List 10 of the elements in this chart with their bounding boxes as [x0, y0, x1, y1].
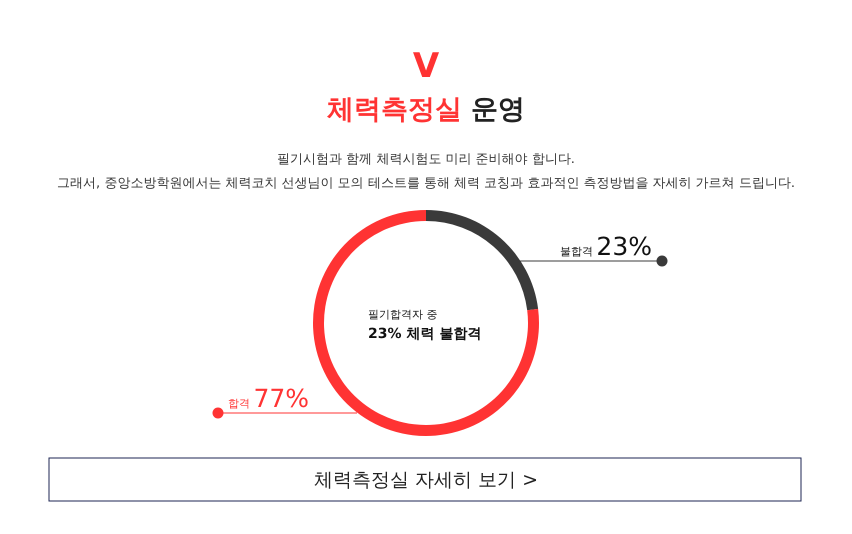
text: 필기합격자 중 [368, 308, 438, 321]
chart-subtitle: 필기시험과 함께 체력시험도 미리 준비해야 합니다. 그래서, 중앙소방학원에서는 체력코치 선생님이 모의 테스트를 통해 체력 코칭과 효과적인 측정방법을 자세히 가르쳐 드립니다. [57, 152, 795, 191]
data-label: 23% [596, 232, 652, 261]
text: 23% 체력 불합격 [368, 326, 482, 342]
text: 체력측정실 자세히 보기 > [314, 469, 538, 491]
slice-label: 불합격 [560, 245, 596, 258]
chart-title: 체력측정실 운영 [326, 94, 526, 125]
slice-label: 합격 [228, 397, 254, 410]
text: V [412, 46, 440, 86]
data-label: 77% [254, 384, 310, 413]
